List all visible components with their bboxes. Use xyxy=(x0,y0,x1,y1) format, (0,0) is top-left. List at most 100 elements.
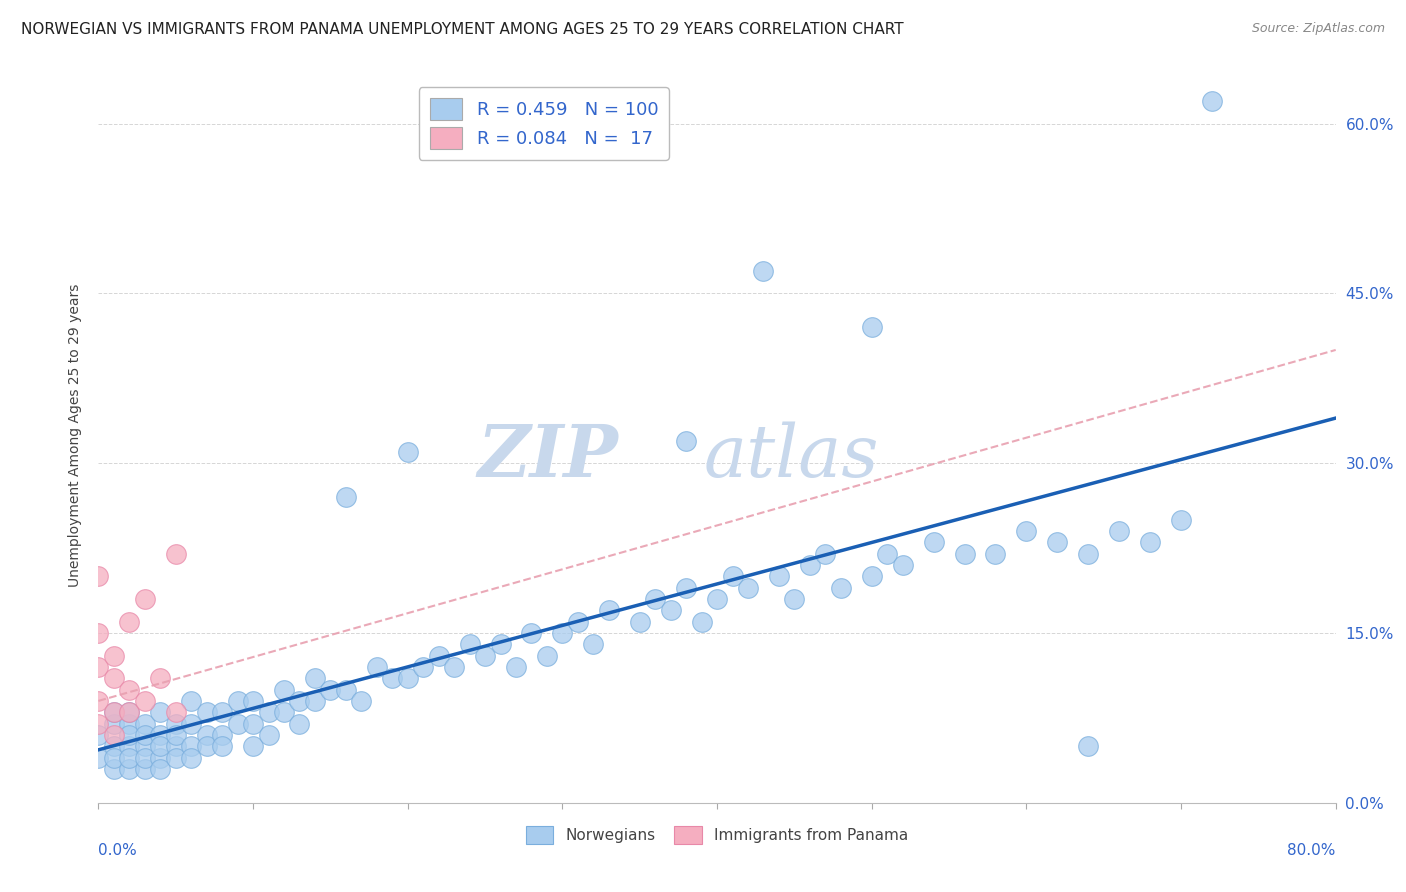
Point xyxy=(118,716,141,731)
Text: atlas: atlas xyxy=(703,422,879,492)
Point xyxy=(195,728,218,742)
Text: NORWEGIAN VS IMMIGRANTS FROM PANAMA UNEMPLOYMENT AMONG AGES 25 TO 29 YEARS CORRE: NORWEGIAN VS IMMIGRANTS FROM PANAMA UNEM… xyxy=(21,22,904,37)
Point xyxy=(195,705,218,719)
Point xyxy=(860,569,883,583)
Point xyxy=(984,547,1007,561)
Point xyxy=(134,592,156,607)
Point xyxy=(721,569,744,583)
Point xyxy=(87,728,110,742)
Point xyxy=(551,626,574,640)
Point xyxy=(273,705,295,719)
Point xyxy=(180,750,202,764)
Point xyxy=(103,705,125,719)
Point xyxy=(149,762,172,776)
Point xyxy=(118,739,141,754)
Point xyxy=(953,547,976,561)
Point xyxy=(288,694,311,708)
Point xyxy=(87,660,110,674)
Point xyxy=(242,694,264,708)
Point xyxy=(706,592,728,607)
Point xyxy=(396,445,419,459)
Point xyxy=(149,739,172,754)
Point xyxy=(474,648,496,663)
Point xyxy=(505,660,527,674)
Point xyxy=(335,682,357,697)
Point xyxy=(134,739,156,754)
Point xyxy=(567,615,589,629)
Point xyxy=(118,615,141,629)
Point xyxy=(536,648,558,663)
Point xyxy=(87,569,110,583)
Point xyxy=(211,739,233,754)
Point xyxy=(675,434,697,448)
Point xyxy=(87,716,110,731)
Point xyxy=(876,547,898,561)
Point xyxy=(737,581,759,595)
Point xyxy=(319,682,342,697)
Point xyxy=(103,671,125,685)
Point xyxy=(366,660,388,674)
Point xyxy=(87,750,110,764)
Point xyxy=(103,728,125,742)
Point xyxy=(242,739,264,754)
Point xyxy=(242,716,264,731)
Point xyxy=(134,694,156,708)
Point xyxy=(273,682,295,697)
Point xyxy=(226,694,249,708)
Point xyxy=(118,728,141,742)
Point xyxy=(165,705,187,719)
Point xyxy=(1108,524,1130,538)
Point xyxy=(118,705,141,719)
Point xyxy=(165,750,187,764)
Point xyxy=(195,739,218,754)
Point xyxy=(211,705,233,719)
Point xyxy=(489,637,512,651)
Point xyxy=(87,626,110,640)
Point xyxy=(149,671,172,685)
Point xyxy=(799,558,821,572)
Point xyxy=(1015,524,1038,538)
Point xyxy=(165,728,187,742)
Text: ZIP: ZIP xyxy=(477,421,619,492)
Point xyxy=(1046,535,1069,549)
Point xyxy=(1170,513,1192,527)
Point xyxy=(598,603,620,617)
Point xyxy=(412,660,434,674)
Point xyxy=(659,603,682,617)
Text: 80.0%: 80.0% xyxy=(1288,843,1336,858)
Point xyxy=(458,637,481,651)
Point xyxy=(118,762,141,776)
Point xyxy=(860,320,883,334)
Point xyxy=(87,694,110,708)
Point xyxy=(628,615,651,629)
Point xyxy=(103,705,125,719)
Point xyxy=(1201,94,1223,108)
Point xyxy=(1077,547,1099,561)
Point xyxy=(103,750,125,764)
Point xyxy=(165,739,187,754)
Point xyxy=(180,716,202,731)
Point xyxy=(149,750,172,764)
Point xyxy=(149,705,172,719)
Point xyxy=(830,581,852,595)
Point xyxy=(118,682,141,697)
Point xyxy=(396,671,419,685)
Point xyxy=(350,694,373,708)
Point xyxy=(257,728,280,742)
Point xyxy=(134,716,156,731)
Point xyxy=(427,648,450,663)
Point xyxy=(768,569,790,583)
Point xyxy=(1077,739,1099,754)
Point xyxy=(288,716,311,731)
Point xyxy=(180,739,202,754)
Point xyxy=(520,626,543,640)
Point xyxy=(675,581,697,595)
Point xyxy=(304,694,326,708)
Point xyxy=(335,490,357,504)
Text: 0.0%: 0.0% xyxy=(98,843,138,858)
Point xyxy=(752,263,775,277)
Point xyxy=(443,660,465,674)
Point xyxy=(257,705,280,719)
Point xyxy=(134,750,156,764)
Y-axis label: Unemployment Among Ages 25 to 29 years: Unemployment Among Ages 25 to 29 years xyxy=(69,283,83,587)
